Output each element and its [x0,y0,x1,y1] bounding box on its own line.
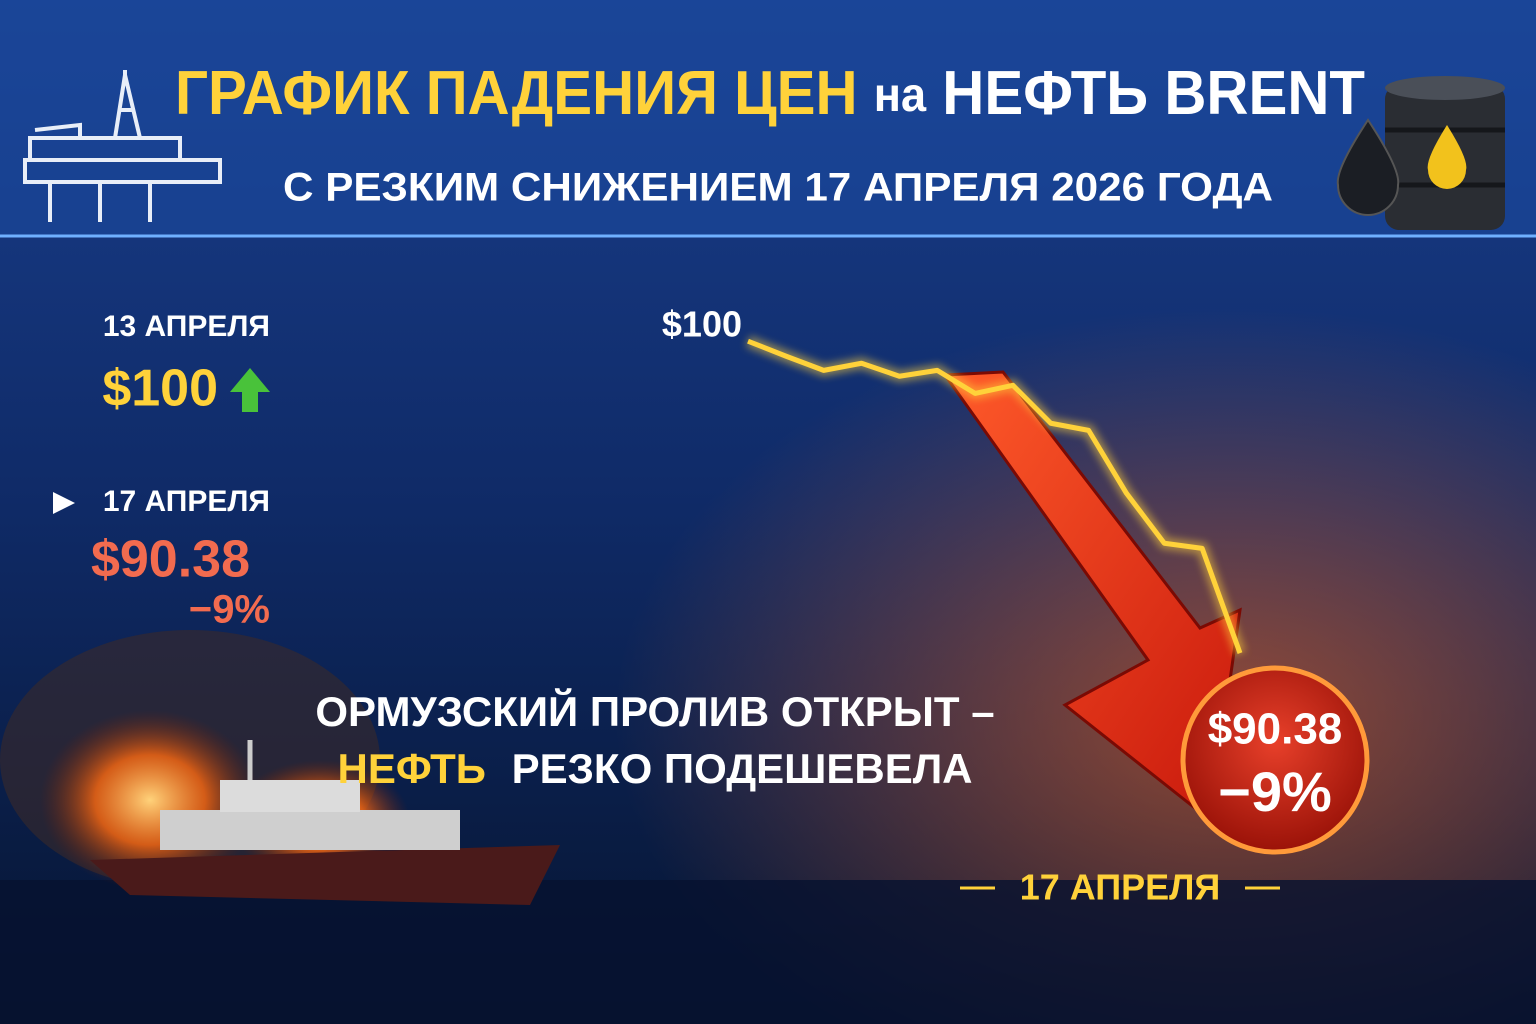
price-badge: $90.38 −9% [1180,665,1370,855]
title: ГРАФИК ПАДЕНИЯ ЦЕН на НЕФТЬ BRENT [175,59,1365,128]
burning-ship [0,630,560,905]
pointer [53,492,75,514]
caption-highlight: НЕФТЬ [337,745,485,792]
value-label: $100 [662,304,742,345]
start-price: $100 [102,360,218,418]
oil-rig-icon [23,70,222,222]
end-price: $90.38 [91,531,250,589]
badge-circle [1180,665,1370,855]
change: −9% [189,588,270,632]
sea [0,880,1536,1024]
oil-barrel-icon [1336,76,1505,230]
end-date: 17 АПРЕЛЯ [103,485,270,518]
badge-change: −9% [1218,760,1332,823]
caption: ОРМУЗСКИЙ ПРОЛИВ ОТКРЫТ – [315,687,994,735]
x-label: 17 АПРЕЛЯ [1020,867,1221,908]
title-highlight: ГРАФИК ПАДЕНИЯ ЦЕН [175,59,858,128]
start-date: 13 АПРЕЛЯ [103,310,270,343]
title-part: на [874,69,927,122]
up-arrow [230,368,270,412]
caption-rest: РЕЗКО ПОДЕШЕВЕЛА [512,745,973,792]
value-label: $90.38 [1208,705,1343,754]
title-part: НЕФТЬ BRENT [942,59,1365,128]
subtitle: С РЕЗКИМ СНИЖЕНИЕМ 17 АПРЕЛЯ 2026 ГОДА [283,166,1273,210]
caption: НЕФТЬ РЕЗКО ПОДЕШЕВЕЛА [337,745,972,792]
price-line [747,338,1243,654]
